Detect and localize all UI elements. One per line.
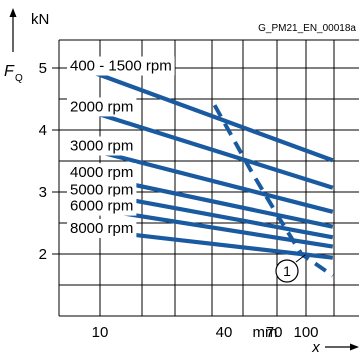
series-label-bg-0 — [67, 56, 175, 76]
series-label-0: 400 - 1500 rpm — [70, 58, 172, 75]
x-unit: mm — [253, 324, 278, 341]
series-label-1: 2000 rpm — [70, 98, 133, 115]
axes: G_PM21_EN_00018a kN F Q 2 3 4 5 10 40 70 100 mm x — [4, 8, 359, 356]
x-tick-label: 70 — [266, 324, 283, 341]
x-tick-label: 10 — [92, 324, 109, 341]
limit-curve — [212, 104, 334, 278]
series-label-bg-1 — [67, 97, 137, 117]
limit-curve-line — [212, 104, 334, 278]
y-symbol: F — [4, 63, 15, 80]
series-label-bg-4 — [67, 180, 137, 200]
limit-curve-marker — [275, 259, 299, 283]
series-line-1 — [73, 104, 334, 190]
x-tick-label: 100 — [293, 324, 318, 341]
series-line-2 — [73, 143, 334, 214]
y-tick-label: 5 — [39, 60, 47, 77]
y-tick-label: 2 — [39, 246, 47, 263]
limit-curve-label: 1 — [283, 263, 291, 279]
series-label-bg-5 — [67, 196, 137, 216]
limit-curve-leader — [295, 254, 306, 263]
y-unit: kN — [31, 11, 49, 28]
y-axis-arrow-head — [9, 8, 17, 17]
x-symbol: x — [311, 339, 320, 352]
series-label-6: 8000 rpm — [70, 220, 133, 237]
series-label-bg-3 — [67, 163, 137, 183]
y-symbol-sub: Q — [15, 73, 23, 84]
x-tick-label: 40 — [216, 324, 233, 341]
series-label-4: 5000 rpm — [70, 182, 133, 199]
series-label-5: 6000 rpm — [70, 198, 133, 215]
figure-id: G_PM21_EN_00018a — [258, 23, 356, 34]
series-labels: 400 - 1500 rpm 2000 rpm 3000 rpm 4000 rpm50… — [67, 56, 306, 283]
series-label-2: 3000 rpm — [70, 138, 133, 155]
x-axis-arrow-head — [350, 343, 359, 351]
y-tick-label: 3 — [39, 184, 47, 201]
series-line-0 — [73, 63, 334, 163]
y-tick-label: 4 — [39, 122, 47, 139]
series-label-bg-6 — [67, 219, 137, 238]
series-label-3: 4000 rpm — [70, 164, 133, 181]
series-label-bg-2 — [67, 136, 137, 156]
